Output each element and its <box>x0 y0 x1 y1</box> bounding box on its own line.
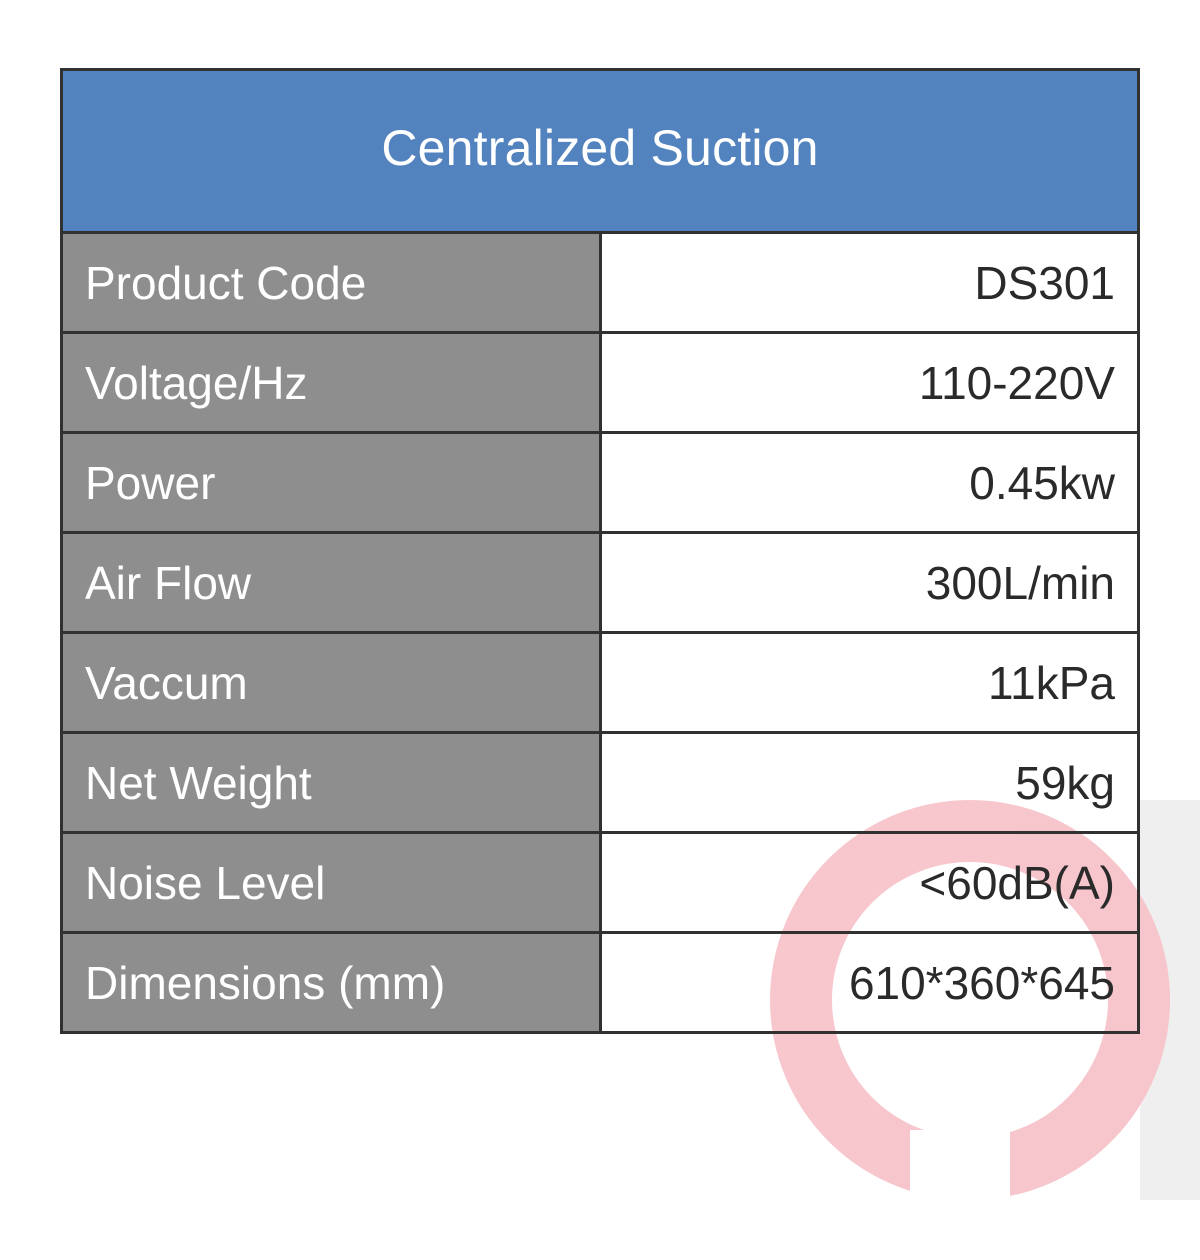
table-row: Power 0.45kw <box>62 433 1139 533</box>
row-label: Air Flow <box>62 533 601 633</box>
row-value: 11kPa <box>600 633 1139 733</box>
row-label: Noise Level <box>62 833 601 933</box>
row-label: Voltage/Hz <box>62 333 601 433</box>
row-value: 0.45kw <box>600 433 1139 533</box>
row-value: 110-220V <box>600 333 1139 433</box>
table-row: Product Code DS301 <box>62 233 1139 333</box>
table-row: Voltage/Hz 110-220V <box>62 333 1139 433</box>
row-value: DS301 <box>600 233 1139 333</box>
spec-sheet: Centralized Suction Product Code DS301 V… <box>0 0 1200 1102</box>
row-label: Vaccum <box>62 633 601 733</box>
row-value: <60dB(A) <box>600 833 1139 933</box>
table-row: Net Weight 59kg <box>62 733 1139 833</box>
table-row: Noise Level <60dB(A) <box>62 833 1139 933</box>
row-value: 300L/min <box>600 533 1139 633</box>
row-label: Product Code <box>62 233 601 333</box>
table-row: Air Flow 300L/min <box>62 533 1139 633</box>
row-label: Dimensions (mm) <box>62 933 601 1033</box>
spec-table: Centralized Suction Product Code DS301 V… <box>60 68 1140 1034</box>
row-value: 59kg <box>600 733 1139 833</box>
table-row: Dimensions (mm) 610*360*645 <box>62 933 1139 1033</box>
row-value: 610*360*645 <box>600 933 1139 1033</box>
row-label: Net Weight <box>62 733 601 833</box>
table-title: Centralized Suction <box>62 70 1139 233</box>
row-label: Power <box>62 433 601 533</box>
table-row: Vaccum 11kPa <box>62 633 1139 733</box>
